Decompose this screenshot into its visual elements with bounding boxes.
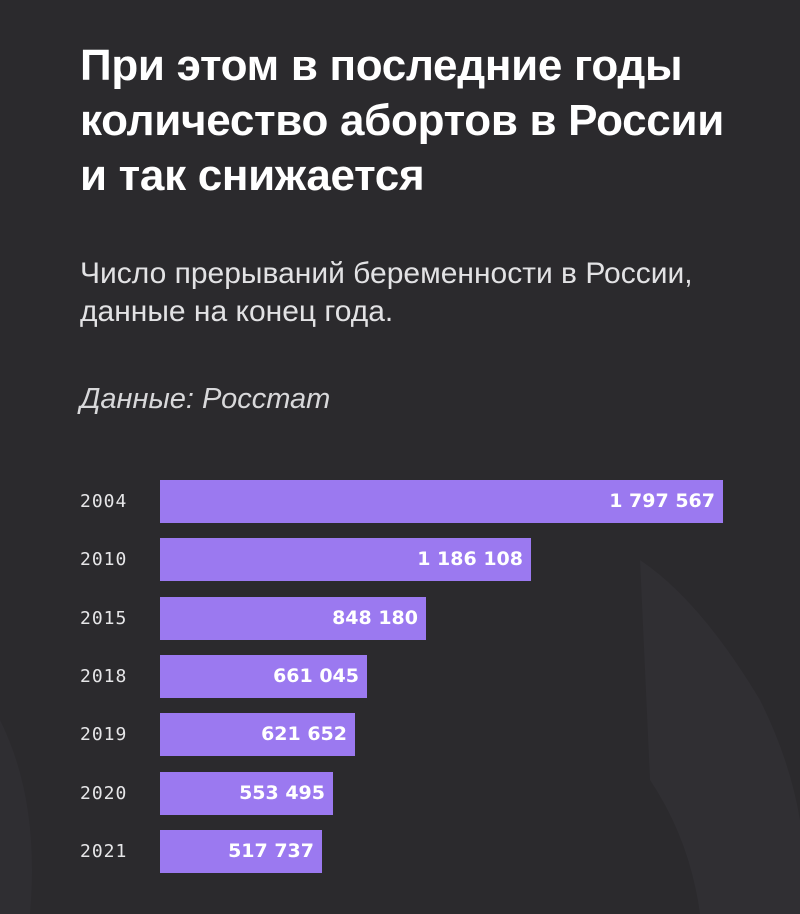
bar-row: 2021 517 737 <box>0 830 800 873</box>
bar-category-label: 2004 <box>80 491 128 512</box>
bar-category-label: 2010 <box>80 549 128 570</box>
bar-row: 2019 621 652 <box>0 713 800 756</box>
bar: 661 045 <box>160 655 367 698</box>
bar-chart: 2004 1 797 567 2010 1 186 108 2015 848 180 201… <box>0 470 800 900</box>
bar-category-label: 2021 <box>80 841 128 862</box>
page-title: При этом в последние годы количество або… <box>80 41 724 200</box>
chart-subtitle: Число прерываний беременности в России, … <box>80 257 693 328</box>
bar: 848 180 <box>160 597 426 640</box>
bar-value-label: 1 797 567 <box>609 490 715 512</box>
bar-value-label: 1 186 108 <box>417 548 523 570</box>
bar-category-label: 2015 <box>80 608 128 629</box>
bar-category-label: 2020 <box>80 783 128 804</box>
bar-row: 2015 848 180 <box>0 597 800 640</box>
bar: 1 797 567 <box>160 480 723 523</box>
bar: 517 737 <box>160 830 322 873</box>
bar-value-label: 621 652 <box>261 723 347 745</box>
bar-category-label: 2018 <box>80 666 128 687</box>
bar-category-label: 2019 <box>80 724 128 745</box>
bar-value-label: 848 180 <box>332 607 418 629</box>
bar-row: 2010 1 186 108 <box>0 538 800 581</box>
bar-value-label: 553 495 <box>239 782 325 804</box>
data-source: Данные: Росстат <box>80 383 331 415</box>
bar: 621 652 <box>160 713 355 756</box>
bar: 1 186 108 <box>160 538 531 581</box>
bar-value-label: 661 045 <box>273 665 359 687</box>
bar-row: 2020 553 495 <box>0 772 800 815</box>
bar-row: 2018 661 045 <box>0 655 800 698</box>
bar-value-label: 517 737 <box>228 840 314 862</box>
bar: 553 495 <box>160 772 333 815</box>
bar-row: 2004 1 797 567 <box>0 480 800 523</box>
